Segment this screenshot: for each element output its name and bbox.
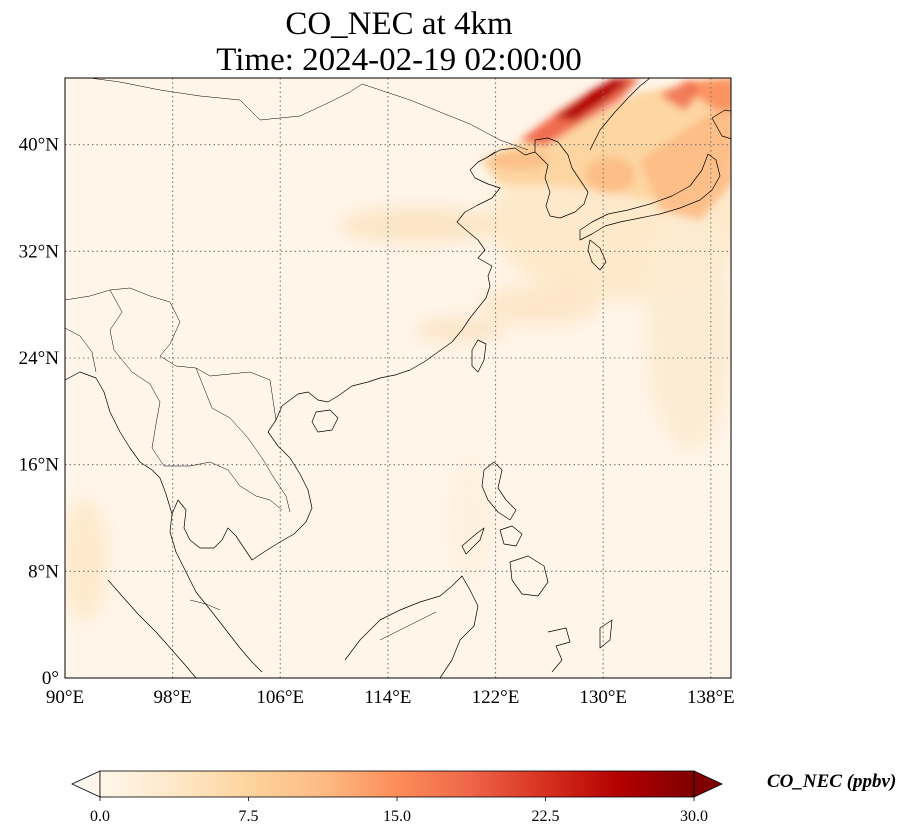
malaysia-border bbox=[189, 599, 221, 611]
longitude-tick-labels: 90°E 98°E 106°E 114°E 122°E 130°E 138°E bbox=[46, 687, 735, 708]
halmahera-coastline bbox=[599, 619, 613, 649]
map-frame bbox=[64, 77, 732, 679]
latitude-tick-label: 32°N bbox=[19, 241, 60, 262]
colorbar-label: CO_NEC (ppbv) bbox=[767, 771, 897, 792]
myanmar-india-border bbox=[65, 327, 97, 373]
laos-border bbox=[195, 367, 291, 513]
palawan-coastline bbox=[461, 527, 485, 555]
longitude-tick-label: 114°E bbox=[364, 687, 411, 708]
colorbar-tick-label: 7.5 bbox=[239, 808, 259, 825]
colorbar-extend-high bbox=[693, 770, 723, 798]
latitude-tick-label: 16°N bbox=[19, 455, 60, 476]
mindanao-coastline bbox=[509, 555, 549, 597]
co-plume-medium bbox=[480, 78, 731, 220]
colorbar-tick-label: 30.0 bbox=[680, 808, 708, 825]
sulawesi-coastline bbox=[547, 627, 571, 673]
latitude-tick-label: 0° bbox=[42, 668, 59, 689]
kyushu-coastline bbox=[587, 239, 607, 271]
map-gridlines bbox=[65, 78, 731, 678]
colorbar-tick-label: 0.0 bbox=[90, 808, 110, 825]
bohai-coastline bbox=[485, 147, 536, 159]
longitude-tick-label: 98°E bbox=[154, 687, 192, 708]
latitude-tick-label: 40°N bbox=[19, 135, 60, 156]
map-title-line-2: Time: 2024-02-19 02:00:00 bbox=[216, 42, 582, 78]
co-field bbox=[65, 78, 731, 620]
colorbar: 0.0 7.5 15.0 22.5 30.0 bbox=[71, 770, 723, 825]
mongolia-border bbox=[89, 78, 363, 121]
japan-coastline bbox=[579, 153, 721, 241]
korea-coastline bbox=[534, 137, 589, 219]
borneo-border bbox=[379, 611, 437, 641]
longitude-tick-label: 106°E bbox=[256, 687, 304, 708]
longitude-tick-label: 138°E bbox=[687, 687, 735, 708]
colorbar-tick-label: 15.0 bbox=[383, 808, 411, 825]
sumatra-coastline bbox=[107, 579, 197, 678]
colorbar-tick-label: 22.5 bbox=[532, 808, 560, 825]
map-plot-area bbox=[64, 77, 732, 679]
malay-peninsula-coastline bbox=[169, 499, 263, 673]
map-title-line-1: CO_NEC at 4km bbox=[285, 6, 513, 42]
latitude-tick-label: 24°N bbox=[19, 348, 60, 369]
co-plume-intense bbox=[520, 78, 731, 145]
taiwan-coastline bbox=[471, 339, 487, 373]
china-sw-border bbox=[65, 287, 277, 421]
china-coastline bbox=[275, 151, 501, 421]
colorbar-gradient bbox=[99, 770, 695, 798]
hokkaido-coastline bbox=[711, 109, 731, 140]
colorbar-extend-low bbox=[71, 770, 101, 798]
longitude-tick-label: 130°E bbox=[579, 687, 627, 708]
luzon-coastline bbox=[481, 461, 517, 521]
latitude-tick-labels: 0° 8°N 16°N 24°N 32°N 40°N bbox=[19, 135, 60, 689]
colorbar-ticks: 0.0 7.5 15.0 22.5 30.0 bbox=[90, 797, 708, 825]
coastlines bbox=[65, 78, 731, 678]
indochina-coastline bbox=[213, 419, 313, 561]
myanmar-coastline bbox=[65, 371, 173, 515]
longitude-tick-label: 90°E bbox=[46, 687, 84, 708]
latitude-tick-label: 8°N bbox=[28, 561, 59, 582]
ne-asia-coastline bbox=[589, 78, 651, 151]
china-ne-border bbox=[361, 83, 529, 151]
hainan-coastline bbox=[311, 409, 339, 433]
myanmar-thailand-border bbox=[109, 289, 165, 467]
longitude-tick-label: 122°E bbox=[472, 687, 520, 708]
borneo-coastline bbox=[344, 575, 479, 678]
visayas-coastline bbox=[499, 525, 523, 547]
national-borders bbox=[65, 78, 529, 641]
thailand-cambodia-border bbox=[164, 461, 283, 511]
